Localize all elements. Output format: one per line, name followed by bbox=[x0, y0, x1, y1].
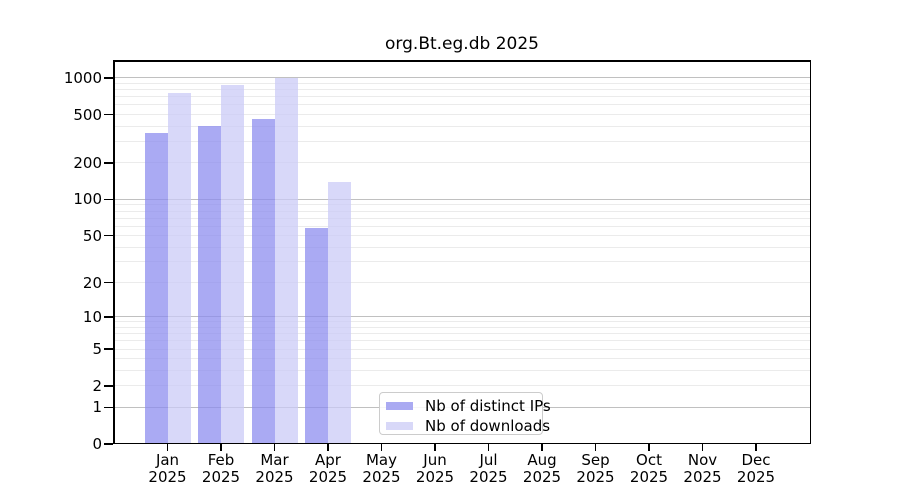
gridline-minor bbox=[113, 114, 811, 115]
y-tick-label: 20 bbox=[82, 273, 102, 292]
y-tick-mark bbox=[104, 281, 113, 284]
legend: Nb of distinct IPs Nb of downloads bbox=[379, 392, 551, 436]
x-tick-label: Jul 2025 bbox=[469, 451, 508, 486]
x-tick-label: Nov 2025 bbox=[683, 451, 722, 486]
bar bbox=[167, 93, 191, 444]
y-tick-mark bbox=[104, 348, 113, 350]
y-tick-label: 500 bbox=[73, 105, 102, 124]
bar bbox=[198, 126, 221, 444]
bar bbox=[221, 84, 244, 444]
gridline-major bbox=[113, 77, 811, 79]
x-tick-label: May 2025 bbox=[362, 451, 401, 486]
y-tick-mark bbox=[104, 443, 113, 445]
bar bbox=[328, 181, 351, 444]
gridline-minor bbox=[113, 246, 811, 248]
axis-spine-bottom bbox=[113, 442, 811, 444]
y-tick-mark bbox=[104, 113, 113, 116]
y-tick-label: 200 bbox=[73, 153, 102, 172]
y-tick-mark bbox=[104, 198, 113, 201]
y-tick-mark bbox=[104, 162, 113, 164]
y-tick-label: 5 bbox=[92, 340, 102, 359]
x-tick-mark bbox=[487, 444, 490, 451]
x-tick-mark bbox=[701, 444, 704, 451]
y-tick-mark bbox=[104, 316, 113, 318]
gridline-minor bbox=[113, 235, 811, 237]
x-tick-label: Jan 2025 bbox=[148, 451, 187, 486]
gridline-minor bbox=[113, 104, 811, 106]
gridline-minor bbox=[113, 82, 811, 84]
y-tick-mark bbox=[104, 385, 113, 387]
bar bbox=[305, 227, 328, 444]
gridline-minor bbox=[113, 333, 811, 335]
legend-label: Nb of downloads bbox=[425, 417, 551, 435]
gridline-minor bbox=[113, 89, 811, 91]
legend-item: Nb of distinct IPs bbox=[386, 396, 551, 416]
x-tick-mark bbox=[327, 444, 329, 451]
gridline-minor bbox=[113, 261, 811, 263]
gridline-minor bbox=[113, 340, 811, 342]
gridline-minor bbox=[113, 217, 811, 219]
x-tick-label: Oct 2025 bbox=[629, 451, 669, 486]
gridline-minor bbox=[113, 204, 811, 206]
gridline-minor bbox=[113, 141, 811, 142]
y-tick-label: 100 bbox=[73, 190, 102, 209]
y-tick-label: 2 bbox=[92, 376, 102, 395]
y-tick-label: 10 bbox=[82, 307, 102, 326]
y-tick-mark bbox=[104, 77, 113, 79]
x-tick-label: Dec 2025 bbox=[736, 451, 776, 486]
x-tick-label: Jun 2025 bbox=[415, 451, 455, 486]
gridline-minor bbox=[113, 125, 811, 127]
x-tick-label: Sep 2025 bbox=[576, 451, 615, 486]
x-tick-mark bbox=[380, 444, 383, 451]
x-tick-label: Feb 2025 bbox=[201, 451, 241, 486]
gridline-major bbox=[113, 198, 811, 200]
gridline-major bbox=[113, 316, 811, 318]
x-tick-mark bbox=[648, 444, 650, 451]
gridline-minor bbox=[113, 385, 811, 387]
legend-swatch bbox=[386, 422, 413, 430]
axis-spine-top bbox=[113, 60, 811, 62]
bar bbox=[274, 77, 298, 444]
gridline-minor bbox=[113, 358, 811, 360]
y-tick-mark bbox=[104, 406, 113, 408]
legend-label: Nb of distinct IPs bbox=[425, 397, 551, 415]
bar bbox=[251, 118, 275, 444]
x-tick-mark bbox=[166, 444, 169, 451]
x-tick-label: Aug 2025 bbox=[522, 451, 562, 486]
axis-spine-left bbox=[113, 60, 115, 444]
y-tick-mark bbox=[104, 234, 113, 237]
axis-spine-right bbox=[809, 60, 811, 444]
y-tick-label: 50 bbox=[82, 226, 102, 245]
x-tick-label: Mar 2025 bbox=[255, 451, 294, 486]
gridline-minor bbox=[113, 282, 811, 284]
gridline-minor bbox=[113, 348, 811, 350]
y-tick-label: 1000 bbox=[63, 68, 102, 87]
x-tick-mark bbox=[434, 444, 436, 451]
plot-area bbox=[113, 60, 811, 444]
x-tick-mark bbox=[594, 444, 597, 451]
y-tick-label: 1 bbox=[92, 398, 102, 417]
y-tick-label: 0 bbox=[92, 435, 102, 453]
chart-title: org.Bt.eg.db 2025 bbox=[385, 34, 539, 54]
x-tick-label: Apr 2025 bbox=[308, 451, 348, 486]
gridline-minor bbox=[113, 370, 811, 372]
x-tick-mark bbox=[220, 444, 222, 451]
gridline-minor bbox=[113, 210, 811, 212]
x-tick-mark bbox=[541, 444, 543, 451]
legend-swatch bbox=[386, 402, 413, 410]
gridline-minor bbox=[113, 225, 811, 227]
gridline-minor bbox=[113, 321, 811, 323]
gridline-minor bbox=[113, 96, 811, 98]
gridline-minor bbox=[113, 162, 811, 164]
gridline-minor bbox=[113, 327, 811, 329]
bar bbox=[144, 133, 168, 444]
x-tick-mark bbox=[755, 444, 757, 451]
x-tick-mark bbox=[273, 444, 276, 451]
legend-item: Nb of downloads bbox=[386, 416, 550, 436]
